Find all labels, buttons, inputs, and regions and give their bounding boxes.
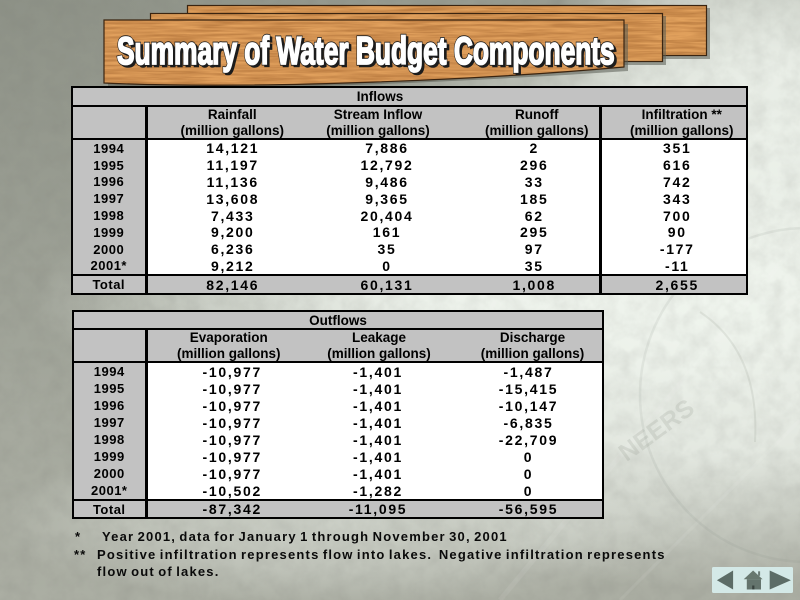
svg-text:Summary of Water Budget Compon: Summary of Water Budget Components [119, 32, 617, 75]
svg-text:Summary of Water Budget Compon: Summary of Water Budget Components [117, 30, 615, 73]
svg-text:Summary of Water Budget Compon: Summary of Water Budget Components [117, 30, 615, 73]
